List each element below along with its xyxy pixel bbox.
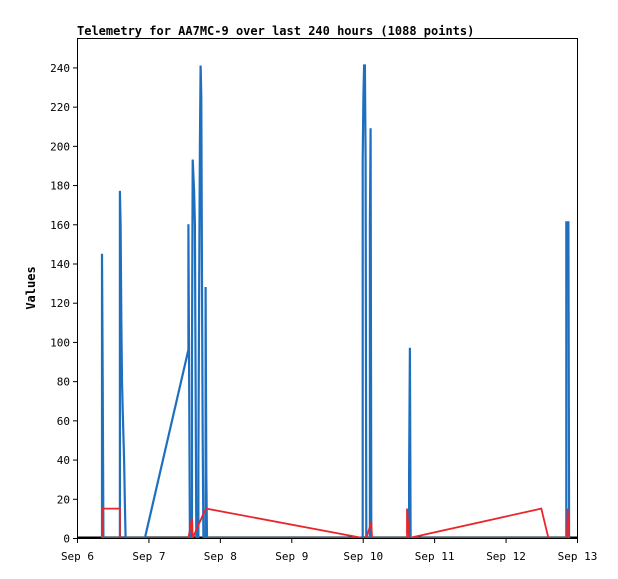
- x-tick-label: Sep 9: [275, 550, 308, 563]
- y-tick-label: 140: [50, 258, 70, 271]
- y-tick-label: 100: [50, 336, 70, 349]
- chart-title: Telemetry for AA7MC-9 over last 240 hour…: [77, 24, 474, 38]
- series-line-1: [100, 64, 571, 538]
- y-tick-label: 180: [50, 180, 70, 193]
- x-tick-label: Sep 7: [132, 550, 165, 563]
- y-tick-label: 200: [50, 140, 70, 153]
- y-tick-label: 20: [57, 493, 70, 506]
- x-tick-label: Sep 6: [61, 550, 94, 563]
- y-tick-label: 240: [50, 62, 70, 75]
- x-tick-label: Sep 12: [486, 550, 526, 563]
- y-tick-label: 80: [57, 376, 70, 389]
- x-tick-label: Sep 8: [204, 550, 237, 563]
- y-axis-label: Values: [24, 266, 38, 309]
- y-tick-label: 40: [57, 454, 70, 467]
- y-tick-label: 120: [50, 297, 70, 310]
- x-tick-label: Sep 11: [415, 550, 455, 563]
- y-tick-label: 160: [50, 219, 70, 232]
- plot-border: [77, 38, 578, 539]
- y-tick-label: 0: [63, 533, 70, 546]
- y-axis: 0 20 40 60 80 100 120 140 160 180 200 220 240: [50, 62, 78, 546]
- x-tick-label: Sep 13: [558, 550, 598, 563]
- series-line-2: [101, 507, 570, 538]
- y-tick-label: 220: [50, 101, 70, 114]
- x-tick-label: Sep 10: [343, 550, 383, 563]
- x-axis: Sep 6 Sep 7 Sep 8 Sep 9 Sep 10 Sep 11 Sep 12 Se…: [61, 538, 598, 563]
- plot-area: [77, 64, 577, 538]
- y-tick-label: 60: [57, 415, 70, 428]
